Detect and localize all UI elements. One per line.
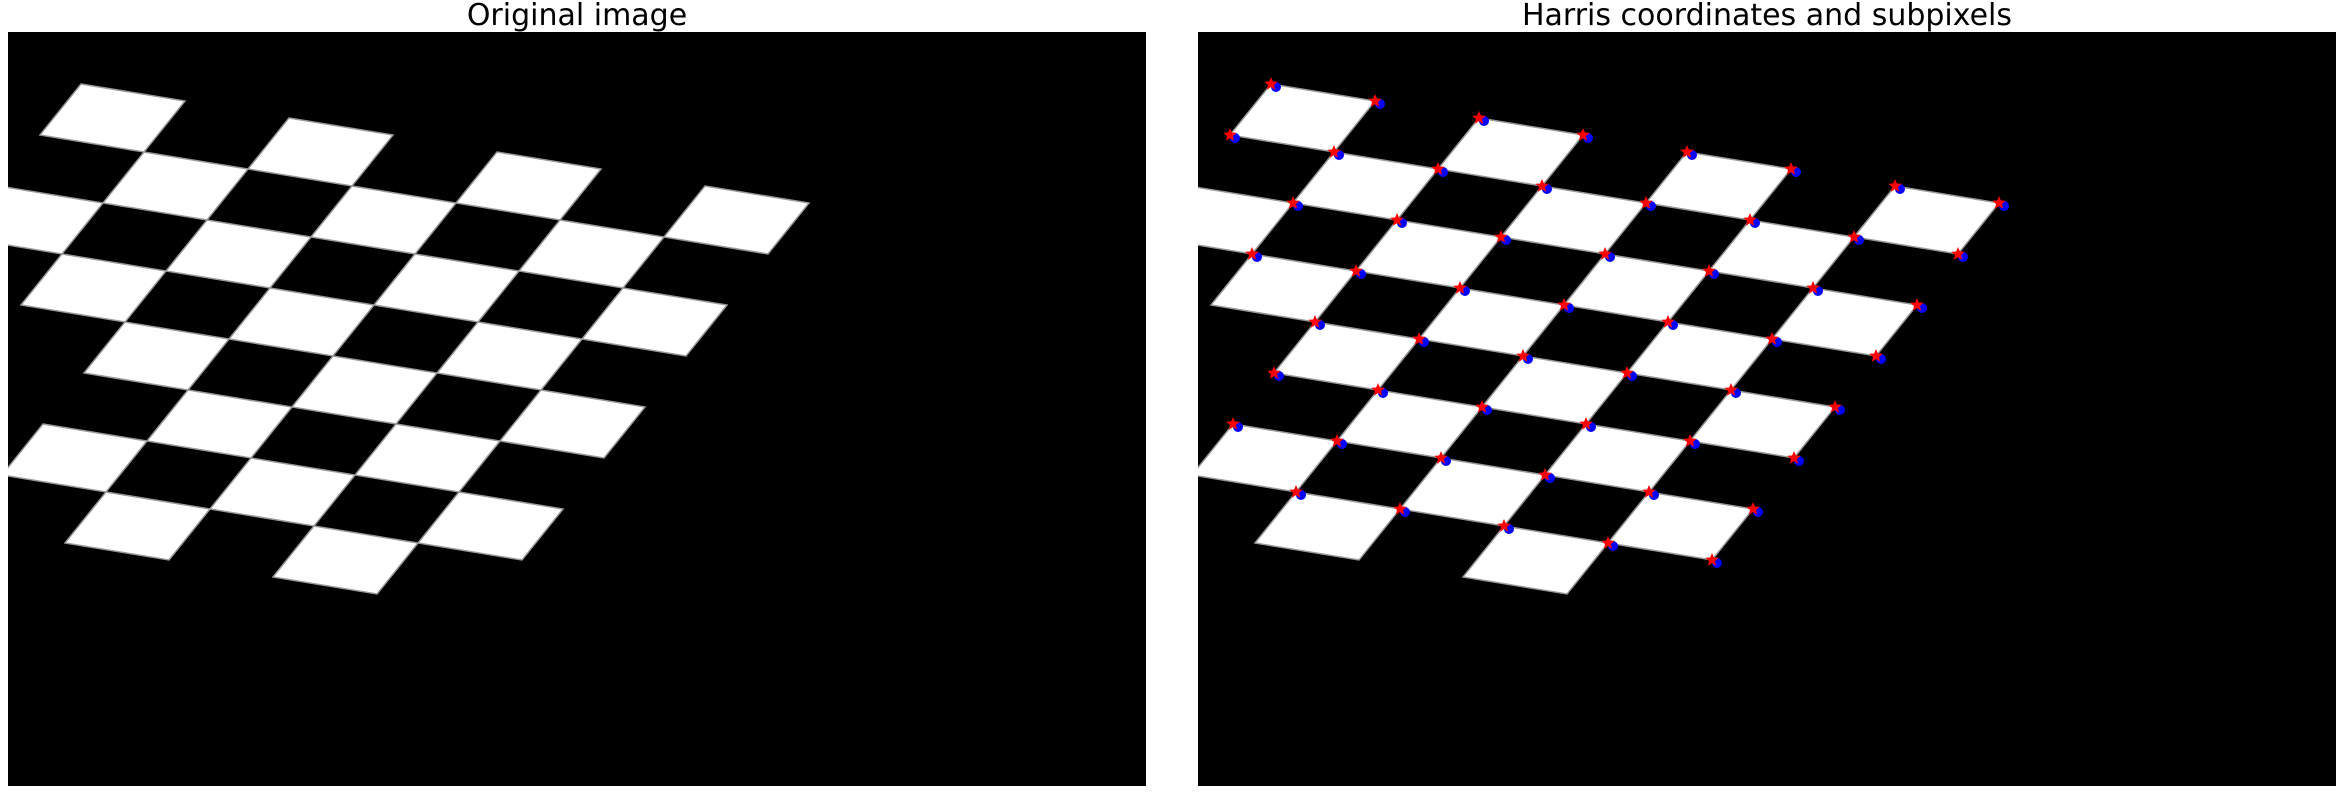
harris-star — [1888, 179, 1902, 192]
harris-star — [1784, 162, 1798, 175]
harris-star — [1368, 94, 1382, 107]
harris-star — [1330, 434, 1344, 447]
harris-star — [1494, 230, 1508, 243]
right-panel-title: Harris coordinates and subpixels — [1521, 0, 2013, 33]
harris-star — [1743, 213, 1757, 226]
harris-star — [1661, 315, 1675, 328]
corner-markers — [1223, 77, 2009, 568]
board-tile — [1461, 525, 1610, 595]
harris-star — [1393, 502, 1407, 515]
harris-star — [1705, 553, 1719, 566]
harris-star — [1579, 417, 1593, 430]
harris-star — [1683, 434, 1697, 447]
harris-star — [1680, 145, 1694, 158]
harris-star — [1264, 77, 1278, 90]
harris-star — [1472, 111, 1486, 124]
harris-star — [1601, 536, 1615, 549]
harris-star — [1724, 383, 1738, 396]
board-tile — [271, 525, 420, 595]
harris-star — [1992, 196, 2006, 209]
board-tile — [498, 389, 647, 459]
harris-star — [1267, 366, 1281, 379]
harris-star — [1746, 502, 1760, 515]
harris-star — [1327, 145, 1341, 158]
harris-star — [1787, 451, 1801, 464]
harris-star — [1497, 519, 1511, 532]
harris-star — [1289, 485, 1303, 498]
harris-star — [1869, 349, 1883, 362]
harris-image — [1198, 32, 2336, 786]
original-image — [8, 32, 1146, 786]
harris-star — [1642, 485, 1656, 498]
board-tile — [416, 491, 565, 561]
checkerboard — [1198, 83, 2001, 595]
checkerboard — [8, 83, 811, 595]
harris-star — [1620, 366, 1634, 379]
harris-star — [1286, 196, 1300, 209]
harris-star — [1431, 162, 1445, 175]
harris-star — [1390, 213, 1404, 226]
board-tile — [63, 491, 212, 561]
harris-star — [1535, 179, 1549, 192]
original-image-panel — [8, 32, 1146, 786]
harris-star — [1245, 247, 1259, 260]
harris-star — [1702, 264, 1716, 277]
harris-star — [1910, 298, 1924, 311]
harris-star — [1639, 196, 1653, 209]
harris-star — [1412, 332, 1426, 345]
harris-star — [1453, 281, 1467, 294]
harris-star — [1847, 230, 1861, 243]
harris-star — [1223, 128, 1237, 141]
harris-star — [1557, 298, 1571, 311]
harris-star — [1434, 451, 1448, 464]
harris-star — [1516, 349, 1530, 362]
harris-star — [1806, 281, 1820, 294]
harris-star — [1538, 468, 1552, 481]
harris-star — [1308, 315, 1322, 328]
harris-star — [1828, 400, 1842, 413]
harris-star — [1765, 332, 1779, 345]
harris-star — [1349, 264, 1363, 277]
harris-panel — [1198, 32, 2336, 786]
harris-star — [1951, 247, 1965, 260]
harris-star — [1576, 128, 1590, 141]
board-tile — [662, 185, 811, 255]
harris-star — [1371, 383, 1385, 396]
harris-star — [1598, 247, 1612, 260]
board-tile — [580, 287, 729, 357]
harris-star — [1226, 417, 1240, 430]
harris-star — [1475, 400, 1489, 413]
left-panel-title: Original image — [466, 0, 688, 33]
board-tile — [1253, 491, 1402, 561]
